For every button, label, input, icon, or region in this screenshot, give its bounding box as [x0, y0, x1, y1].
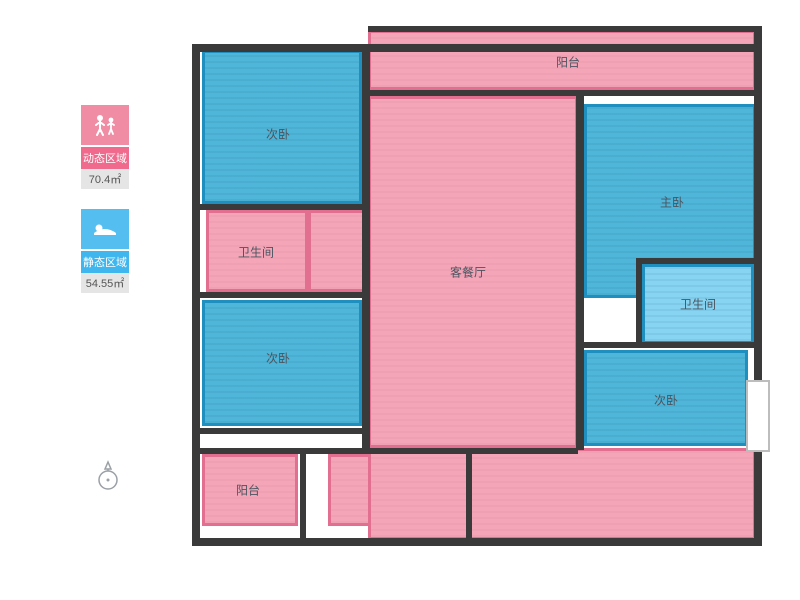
wall [300, 448, 306, 542]
wall [576, 90, 584, 450]
wall [192, 448, 578, 454]
wall [636, 258, 642, 346]
legend-static-label: 静态区域 [81, 251, 129, 273]
room-label-bedroom-se: 次卧 [654, 392, 678, 409]
wall [362, 44, 370, 448]
room-label-bedroom-sw: 次卧 [266, 350, 290, 367]
wall [192, 204, 368, 210]
room-label-balcony-sw: 阳台 [236, 482, 260, 499]
sleep-icon [81, 209, 129, 249]
wall [192, 538, 762, 546]
legend-dynamic-label: 动态区域 [81, 147, 129, 169]
room-label-balcony-top: 阳台 [556, 54, 580, 71]
legend-static-value: 54.55㎡ [81, 273, 129, 293]
room-living-south [368, 448, 756, 540]
room-label-bath-w: 卫生间 [238, 244, 274, 261]
people-icon [81, 105, 129, 145]
wall [192, 292, 368, 298]
legend-dynamic: 动态区域 70.4㎡ [75, 105, 135, 189]
room-label-living: 客餐厅 [450, 264, 486, 281]
room-label-master: 主卧 [660, 194, 684, 211]
compass-icon [95, 460, 121, 492]
wall [368, 90, 758, 96]
legend-dynamic-value: 70.4㎡ [81, 169, 129, 189]
wall [576, 342, 756, 348]
legend-static: 静态区域 54.55㎡ [75, 209, 135, 293]
room-living-ext [308, 210, 370, 292]
wall [754, 26, 762, 546]
wall [466, 448, 472, 542]
legend: 动态区域 70.4㎡ 静态区域 54.55㎡ [75, 105, 135, 313]
wall [368, 26, 758, 32]
floorplan: 阳台次卧卫生间次卧阳台厨房客餐厅主卧卫生间次卧 [188, 24, 764, 576]
wall [192, 44, 762, 52]
room-label-bath-e: 卫生间 [680, 296, 716, 313]
wall [636, 258, 756, 264]
rail-panel [746, 380, 770, 452]
wall [192, 428, 368, 434]
room-label-bedroom-nw: 次卧 [266, 126, 290, 143]
